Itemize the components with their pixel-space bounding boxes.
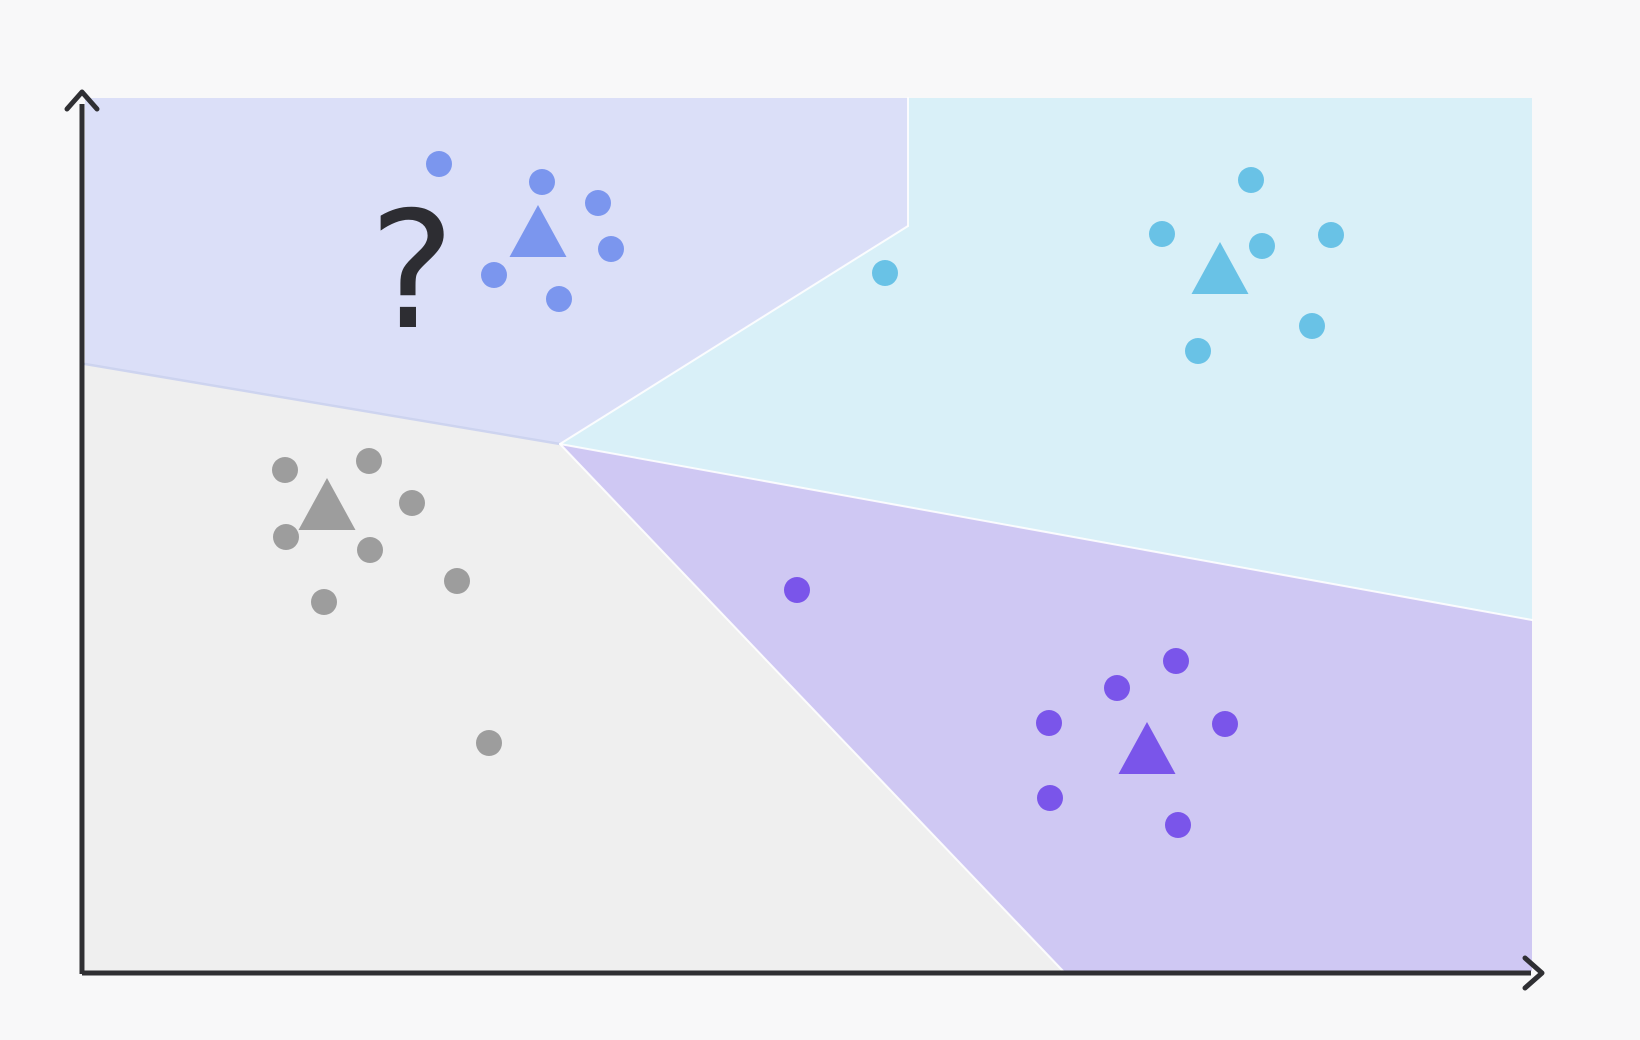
data-point-gray	[272, 457, 298, 483]
query-point-label: ?	[369, 178, 455, 366]
centroid-triangle-blue	[509, 205, 567, 257]
data-point-gray	[444, 568, 470, 594]
data-point-purple	[1165, 812, 1191, 838]
data-point-blue	[585, 190, 611, 216]
data-point-cyan	[1318, 222, 1344, 248]
data-point-blue	[426, 151, 452, 177]
data-point-purple	[1212, 711, 1238, 737]
data-point-gray	[357, 537, 383, 563]
decision-region-cyan	[560, 98, 1532, 620]
data-point-cyan	[872, 260, 898, 286]
data-point-blue	[598, 236, 624, 262]
data-point-purple	[1036, 710, 1062, 736]
data-point-purple	[1104, 675, 1130, 701]
x-axis-arrowhead	[1522, 955, 1545, 991]
region-boundary-blue-gray	[83, 362, 562, 446]
region-boundary-gray-purple	[559, 443, 1064, 972]
decision-region-purple	[560, 444, 1532, 971]
data-point-blue	[529, 169, 555, 195]
data-point-purple	[1163, 648, 1189, 674]
centroid-triangle-cyan	[1191, 242, 1249, 294]
data-point-cyan	[1149, 221, 1175, 247]
data-point-cyan	[1249, 233, 1275, 259]
data-point-gray	[356, 448, 382, 474]
data-point-cyan	[1299, 313, 1325, 339]
region-boundary-blue-cyan-diagonal	[559, 225, 909, 445]
data-point-blue	[546, 286, 572, 312]
y-axis-arrowhead	[64, 89, 100, 112]
data-point-gray	[476, 730, 502, 756]
data-point-gray	[311, 589, 337, 615]
data-point-cyan	[1185, 338, 1211, 364]
data-point-purple	[784, 577, 810, 603]
data-point-blue	[481, 262, 507, 288]
data-point-gray	[273, 524, 299, 550]
centroid-triangle-purple	[1118, 722, 1176, 774]
data-point-cyan	[1238, 167, 1264, 193]
region-boundary-cyan-purple	[559, 443, 1533, 621]
centroid-triangle-gray	[298, 478, 356, 530]
data-point-gray	[399, 490, 425, 516]
data-point-purple	[1037, 785, 1063, 811]
